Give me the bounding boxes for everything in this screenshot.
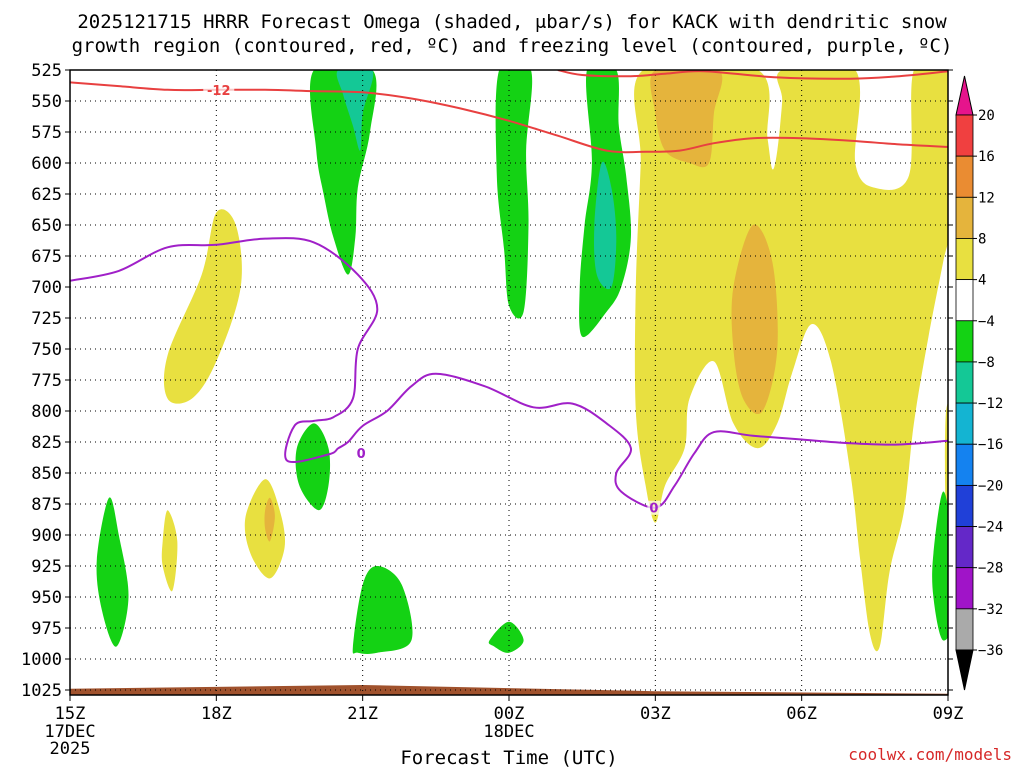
colorbar-band--20--16 (955, 443, 974, 486)
x-tick-label-18Z: 18Z (201, 704, 232, 724)
y-tick-label-575: 575 (31, 123, 62, 143)
x-tick-label-06Z: 06Z (786, 704, 817, 724)
y-tick-label-1025: 1025 (21, 681, 62, 701)
gridlines (70, 70, 948, 695)
colorbar-label-4: 4 (978, 273, 986, 289)
y-tick-label-975: 975 (31, 619, 62, 639)
omega-region-8-12-low-19z-core (264, 497, 275, 542)
contour-label-0: -12 (207, 84, 231, 99)
y-tick-label-800: 800 (31, 402, 62, 422)
y-tick-label-950: 950 (31, 588, 62, 608)
omega-region-4-8-low-1630z (163, 209, 242, 404)
colorbar-band--8--4 (955, 320, 974, 363)
x-sub-label-0-0: 17DEC (44, 722, 95, 742)
y-tick-label-675: 675 (31, 247, 62, 267)
colorbar-band--28--24 (955, 526, 974, 569)
x-tick-label-15Z: 15Z (55, 704, 86, 724)
contour-label-bg-0 (203, 82, 235, 97)
y-tick-label-850: 850 (31, 464, 62, 484)
colorbar-band-8-12 (955, 196, 974, 239)
y-tick-label-525: 525 (31, 61, 62, 81)
colorbar-label-10: −24 (978, 520, 1003, 536)
colorbar-label-1: 16 (978, 149, 995, 165)
x-tick-label-03Z: 03Z (640, 704, 671, 724)
colorbar-band--32--28 (955, 567, 974, 610)
omega-region-8-12-mid-05z (731, 224, 778, 415)
y-tick-label-550: 550 (31, 92, 62, 112)
colorbar-band--36--32 (955, 608, 974, 651)
colorbar-label-0: 20 (978, 108, 995, 124)
omega-region-minus4-minus8-low-21z (352, 566, 413, 654)
y-tick-label-775: 775 (31, 371, 62, 391)
colorbar-label-11: −28 (978, 561, 1003, 577)
colorbar-label-6: −8 (978, 355, 995, 371)
colorbar-label-7: −12 (978, 396, 1003, 412)
colorbar-band--12--8 (955, 361, 974, 404)
colorbar-label-12: −32 (978, 602, 1003, 618)
colorbar-top-arrow (955, 75, 974, 116)
omega-region-minus4-minus8-upper-00z (495, 70, 533, 319)
omega-shading (96, 70, 948, 654)
y-tick-label-825: 825 (31, 433, 62, 453)
omega-region-minus4-minus8-low-1530z (96, 497, 129, 647)
credit-text: coolwx.com/models (848, 745, 1012, 764)
y-tick-label-750: 750 (31, 340, 62, 360)
contour-label-bg-2 (647, 500, 661, 515)
omega-region-minus4-minus8-low-00z (488, 621, 524, 653)
x-sub-label-0-1: 2025 (50, 739, 91, 759)
x-axis-label: Forecast Time (UTC) (400, 747, 617, 768)
colorbar-band--24--20 (955, 484, 974, 527)
chart-title-line1: 2025121715 HRRR Forecast Omega (shaded, … (77, 11, 947, 33)
y-axis-pressure: 525 550 575 600 625 650 675 700 725 750 775 800 825 8… (21, 61, 953, 701)
y-tick-label-900: 900 (31, 526, 62, 546)
colorbar-label-13: −36 (978, 643, 1003, 659)
x-tick-label-21Z: 21Z (347, 704, 378, 724)
colorbar-band--16--12 (955, 402, 974, 445)
freezing-level-line (70, 237, 948, 509)
colorbar-label-8: −16 (978, 437, 1003, 453)
y-tick-label-925: 925 (31, 557, 62, 577)
omega-region-4-8-big-03z-09z (634, 70, 948, 652)
colorbar-label-9: −20 (978, 478, 1003, 494)
y-tick-label-725: 725 (31, 309, 62, 329)
chart-title-line2: growth region (contoured, red, ºC) and f… (72, 35, 953, 57)
y-tick-label-1000: 1000 (21, 650, 62, 670)
colorbar-band-16-20 (955, 114, 974, 157)
colorbar: 20 16 12 8 4 −4 −8 −12 −16 −20 −24 −28 −32 −36 (955, 75, 1003, 691)
omega-region-minus8-minus12-upper-21z-core (336, 70, 374, 151)
y-tick-label-600: 600 (31, 154, 62, 174)
contour-labels: -12 0 0 (203, 82, 661, 517)
y-tick-label-625: 625 (31, 185, 62, 205)
omega-region-8-12-upper-0330z (650, 70, 723, 168)
x-tick-label-09Z: 09Z (933, 704, 964, 724)
colorbar-band-12-16 (955, 155, 974, 198)
dendritic-upper-branch-line (557, 70, 948, 80)
y-tick-label-700: 700 (31, 278, 62, 298)
omega-region-minus4-minus8-mid-20z (295, 423, 331, 511)
colorbar-label-5: −4 (978, 314, 995, 330)
omega-region-4-8-right-edge-09z (944, 402, 948, 519)
y-tick-label-875: 875 (31, 495, 62, 515)
omega-region-4-8-low-19z (244, 479, 286, 579)
omega-region-4-8-low-1630z-small (161, 510, 178, 592)
contour-label-bg-1 (354, 446, 368, 461)
contour-label-2: 0 (649, 502, 658, 517)
colorbar-band--4-4 (955, 279, 974, 322)
y-tick-label-650: 650 (31, 216, 62, 236)
colorbar-label-2: 12 (978, 190, 995, 206)
colorbar-bottom-arrow (955, 649, 974, 691)
x-sub-label-1-0: 18DEC (483, 722, 534, 742)
x-tick-label-00Z: 00Z (494, 704, 525, 724)
colorbar-label-3: 8 (978, 231, 986, 247)
colorbar-band-4-8 (955, 238, 974, 281)
contour-label-1: 0 (357, 447, 366, 462)
